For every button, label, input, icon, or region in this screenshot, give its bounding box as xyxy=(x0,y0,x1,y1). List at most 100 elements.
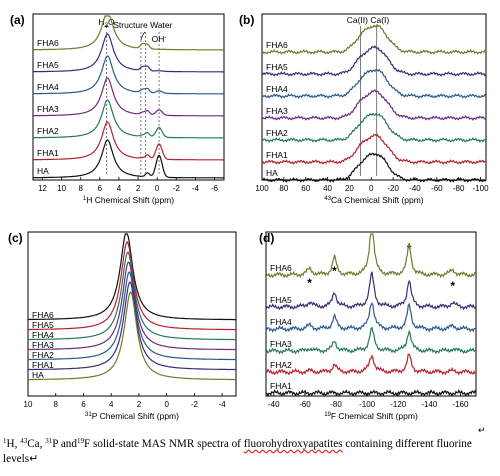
spectrum-line xyxy=(261,89,487,121)
series-label: FHA3 xyxy=(37,104,59,114)
spectrum-line xyxy=(261,112,487,143)
annotation-d: * xyxy=(307,276,312,290)
series-label: FHA6 xyxy=(37,38,59,48)
spectrum-line xyxy=(32,33,224,73)
series-label: FHA1 xyxy=(270,381,292,391)
spectrum-line xyxy=(261,133,487,165)
series-label: HA xyxy=(32,370,44,380)
spectrum-line xyxy=(261,23,487,55)
x-tick-label-c: 6 xyxy=(81,400,86,409)
panel-frame-a xyxy=(32,13,225,181)
x-tick-label-d: -160 xyxy=(452,400,469,409)
figure: (a)12 10 8 6 4 2 0 -2 -4 -61H Chemical Shift (ppm… xyxy=(8,13,489,421)
annotation-a: OH- xyxy=(152,34,167,44)
spectrum-line xyxy=(265,353,477,376)
caption-sup-2: 43 xyxy=(20,437,28,445)
x-tick-label-a: 8 xyxy=(79,184,84,193)
series-label: FHA5 xyxy=(37,60,59,70)
x-tick-label-a: 0 xyxy=(155,184,160,193)
spectrum-line xyxy=(32,15,224,51)
spectrum-line xyxy=(261,152,487,183)
x-axis-label-c: 31P Chemical Shift (ppm) xyxy=(85,411,179,421)
spectrum-line xyxy=(265,233,477,279)
series-label: FHA3 xyxy=(32,340,54,350)
panel-label-c: (c) xyxy=(8,231,23,245)
caption-text-4: F solid-state MAS NMR spectra of xyxy=(83,438,244,450)
spectrum-line xyxy=(28,270,237,361)
x-tick-label-b: -80 xyxy=(453,184,465,193)
arrow-icon xyxy=(140,31,146,41)
x-tick-label-b: -40 xyxy=(409,184,421,193)
spectrum-line xyxy=(32,55,224,95)
series-label: FHA3 xyxy=(266,106,288,116)
series-label: FHA5 xyxy=(266,62,288,72)
x-tick-label-b: -100 xyxy=(473,184,490,193)
x-tick-label-d: -120 xyxy=(390,400,407,409)
series-label: HA xyxy=(37,166,49,176)
spectrum-line xyxy=(32,121,224,161)
x-tick-label-c: 10 xyxy=(24,400,33,409)
spectrum-line xyxy=(32,139,224,179)
series-label: FHA3 xyxy=(270,339,292,349)
x-tick-label-b: 80 xyxy=(279,184,288,193)
series-label: HA xyxy=(266,168,278,178)
spectrum-line xyxy=(28,281,236,371)
figure-caption: 1H, 43Ca, 31P and19F solid-state MAS NMR… xyxy=(3,437,497,467)
x-tick-label-d: -60 xyxy=(299,400,311,409)
panel-frame-b xyxy=(261,13,487,181)
x-tick-label-c: 4 xyxy=(109,400,114,409)
paragraph-mark: ↵ xyxy=(478,425,486,435)
arrow-icon xyxy=(104,24,109,28)
panel-label-d: (d) xyxy=(259,231,274,245)
spectrum-line xyxy=(261,68,487,99)
caption-text-underlined: fluorohydroxyapatites xyxy=(243,438,343,450)
panel-a: (a) 12 10 8 6 4 2 0 -2 -4 -6 1H Chemical Shift (ppm… xyxy=(10,13,225,205)
x-tick-label-c: 2 xyxy=(137,400,142,409)
spectrum-line xyxy=(261,45,487,77)
panel-label-b: (b) xyxy=(239,13,254,27)
x-tick-label-b: 0 xyxy=(369,184,374,193)
x-tick-label-a: 2 xyxy=(136,184,141,193)
spectrum-line xyxy=(32,77,224,117)
series-label: FHA1 xyxy=(266,150,288,160)
annotation-d: * xyxy=(407,242,412,256)
series-label: FHA1 xyxy=(32,360,54,370)
caption-text-2: Ca, xyxy=(27,438,46,450)
annotation-d: * xyxy=(332,264,337,278)
x-tick-label-a: 10 xyxy=(57,184,66,193)
panel-frame-d xyxy=(265,231,477,397)
caption-text-6: containing different fluorine levels xyxy=(3,438,472,465)
caption-text-3: P and xyxy=(52,438,77,450)
x-axis-label-a: 1H Chemical Shift (ppm) xyxy=(83,195,174,205)
spectrum-line xyxy=(28,251,236,341)
spectrum-line xyxy=(265,326,477,355)
x-tick-label-d: -80 xyxy=(330,400,342,409)
panel-d: (d) -40 -60 -80 -100 -120 -140 -160 19F Chemical… xyxy=(259,231,477,421)
panel-b: (b) 100 80 60 40 20 0 -20 -40 -60 -80 -100 43Ca Chem… xyxy=(239,13,489,205)
caption-sup-1: 1 xyxy=(3,437,7,445)
series-label: FHA5 xyxy=(270,295,292,305)
x-tick-label-b: 20 xyxy=(345,184,354,193)
annotation-b: Ca(II) Ca(I) xyxy=(347,15,390,25)
caption-return-mark: ↵ xyxy=(29,453,39,465)
x-tick-label-d: -140 xyxy=(421,400,438,409)
series-label: FHA6 xyxy=(32,310,54,320)
x-tick-label-c: 0 xyxy=(164,400,169,409)
spectrum-line xyxy=(32,99,224,139)
x-tick-label-c: -2 xyxy=(191,400,199,409)
series-label: FHA2 xyxy=(32,350,54,360)
x-tick-label-d: -40 xyxy=(268,400,280,409)
caption-sup-3: 31 xyxy=(45,437,53,445)
series-label: FHA4 xyxy=(266,84,288,94)
x-tick-label-a: -6 xyxy=(211,184,219,193)
spectrum-line xyxy=(28,241,236,331)
x-tick-label-a: -2 xyxy=(173,184,181,193)
series-label: FHA4 xyxy=(32,330,54,340)
series-label: FHA6 xyxy=(270,263,292,273)
panel-label-a: (a) xyxy=(10,13,25,27)
panel-c: (c) 10 8 6 4 2 0 -2 -4 31P Chemical Shift (ppm) FH… xyxy=(8,231,237,421)
caption-sup-4: 19 xyxy=(76,437,84,445)
spectrum-line xyxy=(265,389,477,397)
series-label: FHA2 xyxy=(270,360,292,370)
spectrum-line xyxy=(265,271,477,311)
